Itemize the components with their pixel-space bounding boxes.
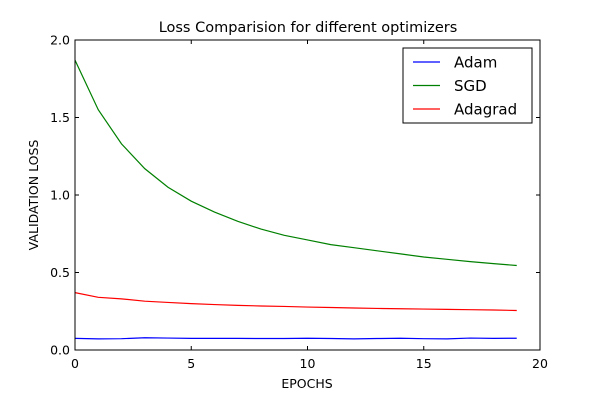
x-tick-label: 0 (71, 356, 79, 371)
series-line-sgd (74, 59, 517, 267)
x-axis-label: EPOCHS (281, 376, 332, 391)
y-tick-label: 1.5 (50, 110, 70, 125)
series-line-adam (74, 337, 517, 340)
y-tick-label: 0.0 (50, 343, 70, 358)
y-tick-label: 0.5 (50, 265, 70, 280)
x-tick-label: 10 (300, 356, 316, 371)
legend-entry: Adam (454, 54, 497, 72)
legend-entry: Adagrad (454, 101, 517, 119)
x-tick-label: 20 (532, 356, 548, 371)
y-tick-label: 2.0 (50, 33, 70, 48)
y-tick-label: 1.0 (50, 188, 70, 203)
series-line-adagrad (74, 292, 517, 312)
y-axis-label: VALIDATION LOSS (26, 140, 41, 251)
chart-title: Loss Comparision for different optimizer… (159, 20, 458, 36)
y-axis: 0.0 0.5 1.0 1.5 2.0 (50, 33, 540, 358)
plot-area (74, 59, 517, 340)
legend: Adam SGD Adagrad (402, 47, 533, 124)
x-tick-label: 15 (416, 356, 432, 371)
legend-entry: SGD (454, 77, 487, 95)
x-axis: 0 5 10 15 20 (71, 40, 548, 371)
x-tick-label: 5 (187, 356, 195, 371)
